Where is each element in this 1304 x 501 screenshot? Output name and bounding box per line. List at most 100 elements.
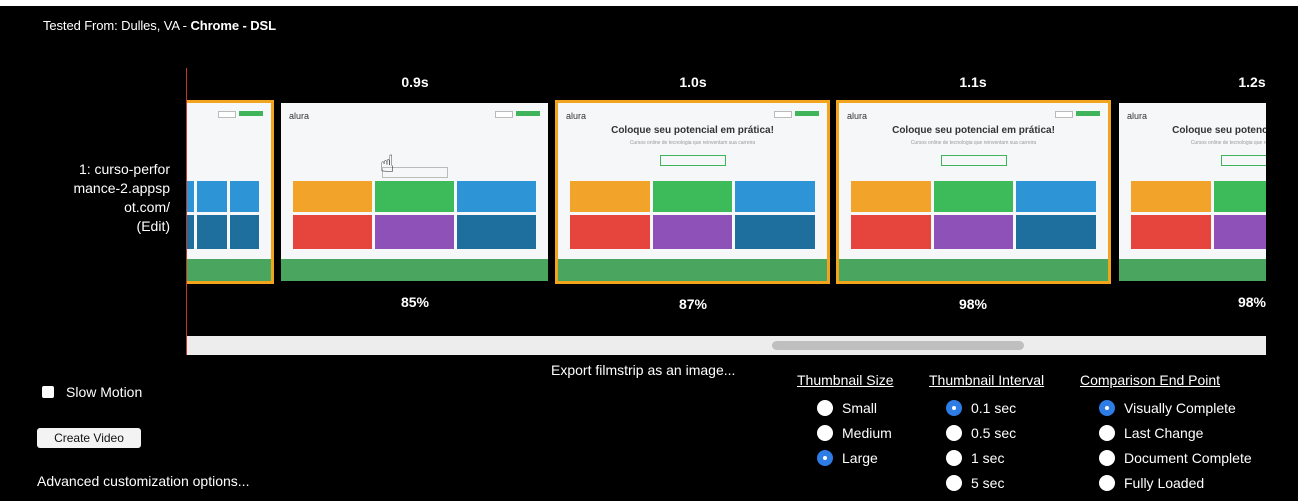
frame-thumbnail[interactable]: [187, 100, 274, 284]
test-url-line-3: ot.com/: [124, 199, 170, 215]
radio-button[interactable]: [946, 475, 962, 491]
thumb-cta: [659, 155, 726, 166]
timeline-marker: [186, 68, 187, 355]
frame-percent-label: 98%: [1237, 294, 1267, 310]
thumb-tile: [187, 215, 195, 249]
radio-button[interactable]: [1099, 400, 1115, 416]
thumb-tiles: [570, 181, 815, 249]
thumb-tiles: [293, 181, 536, 249]
option-label: Small: [842, 400, 878, 416]
slow-motion-option[interactable]: Slow Motion: [42, 384, 142, 400]
frame-percent-label: 85%: [400, 294, 430, 310]
end-point-last-change[interactable]: Last Change: [1099, 425, 1203, 441]
filmstrip-scrollbar[interactable]: [187, 336, 1266, 355]
thumb-footer-band: [839, 259, 1108, 281]
thumb-footer-band: [281, 259, 548, 281]
thumb-tile: [735, 181, 815, 212]
slow-motion-checkbox[interactable]: [42, 386, 54, 398]
thumb-headline: Coloque seu potencial em prática!: [892, 125, 1055, 136]
thumb-logo: alura: [289, 111, 310, 121]
thumb-tiles: [187, 181, 259, 249]
create-video-button[interactable]: Create Video: [37, 428, 141, 448]
thumb-headline: Coloque seu potencial em prática!: [1172, 125, 1266, 136]
frame-thumbnail[interactable]: alura Coloque seu potencial em prática! …: [1116, 100, 1266, 284]
thumbnail-interval-5[interactable]: 5 sec: [946, 475, 1004, 491]
thumb-tile: [1131, 215, 1211, 249]
thumb-tiles: [1131, 181, 1266, 249]
radio-button[interactable]: [946, 400, 962, 416]
thumb-tile: [197, 215, 227, 249]
thumb-tile: [293, 215, 372, 249]
thumb-tile: [652, 215, 733, 249]
comparison-end-point-heading: Comparison End Point: [1080, 372, 1221, 388]
thumb-tile: [735, 215, 815, 249]
advanced-customization-link[interactable]: Advanced customization options...: [37, 473, 250, 489]
frame-time-label: 0.9s: [401, 74, 429, 90]
frame-percent-label: 98%: [958, 296, 988, 312]
radio-button[interactable]: [817, 400, 833, 416]
thumb-header-buttons: [495, 111, 540, 118]
radio-button[interactable]: [817, 425, 833, 441]
thumb-tile: [457, 215, 536, 249]
thumb-tile: [1016, 215, 1096, 249]
thumbnail-interval-1[interactable]: 1 sec: [946, 450, 1004, 466]
frame-time-label: 1.1s: [959, 74, 987, 90]
thumb-footer-band: [1119, 259, 1266, 281]
thumb-tile: [375, 181, 454, 212]
radio-button[interactable]: [817, 450, 833, 466]
thumb-tile: [1213, 181, 1266, 212]
tested-from-label: Tested From: Dulles, VA - Chrome - DSL: [43, 18, 276, 33]
tested-browser-connection: Chrome - DSL: [190, 18, 276, 33]
option-label: Document Complete: [1124, 450, 1252, 466]
option-label: Last Change: [1124, 425, 1204, 441]
thumbnail-size-small[interactable]: Small: [817, 400, 877, 416]
end-point-visually-complete[interactable]: Visually Complete: [1099, 400, 1236, 416]
thumb-logo: alura: [1127, 111, 1148, 121]
slow-motion-label: Slow Motion: [66, 384, 143, 400]
thumb-tile: [229, 215, 259, 249]
filmstrip: alura alura Coloque seu potencial em prá…: [187, 100, 1266, 284]
test-url-line-2: mance-2.appsp: [73, 180, 170, 196]
thumb-cta: [940, 155, 1007, 166]
frame-thumbnail[interactable]: alura Coloque seu potencial em prática! …: [555, 100, 830, 284]
radio-button[interactable]: [946, 450, 962, 466]
thumbnail-interval-0-5[interactable]: 0.5 sec: [946, 425, 1016, 441]
end-point-document-complete[interactable]: Document Complete: [1099, 450, 1252, 466]
thumbnail-size-large[interactable]: Large: [817, 450, 878, 466]
edit-link[interactable]: (Edit): [136, 218, 170, 234]
option-label: 0.5 sec: [971, 425, 1017, 441]
radio-button[interactable]: [946, 425, 962, 441]
thumb-tile: [197, 181, 227, 212]
radio-button[interactable]: [1099, 475, 1115, 491]
export-filmstrip-link[interactable]: Export filmstrip as an image...: [551, 362, 736, 378]
thumb-tile: [293, 181, 372, 212]
thumbnail-size-heading: Thumbnail Size: [797, 372, 894, 388]
frame-thumbnail[interactable]: alura Coloque seu potencial em prática! …: [836, 100, 1111, 284]
hand-cursor-icon: ☝: [380, 151, 395, 178]
option-label: Fully Loaded: [1124, 475, 1205, 491]
thumbnail-interval-0-1[interactable]: 0.1 sec: [946, 400, 1016, 416]
thumbnail-size-medium[interactable]: Medium: [817, 425, 892, 441]
radio-button[interactable]: [1099, 450, 1115, 466]
thumb-tile: [1016, 181, 1096, 212]
frame-time-label: 1.0s: [679, 74, 707, 90]
thumb-tile: [570, 181, 650, 212]
radio-button[interactable]: [1099, 425, 1115, 441]
window-right-edge: [1298, 0, 1304, 501]
scrollbar-thumb[interactable]: [772, 341, 1024, 350]
window-top-edge: [0, 0, 1304, 6]
thumb-headline: Coloque seu potencial em prática!: [611, 125, 774, 136]
thumb-tile: [851, 215, 931, 249]
thumb-header-buttons: [218, 111, 263, 118]
thumb-tile: [851, 181, 931, 212]
thumb-tile: [1131, 181, 1211, 212]
option-label: 5 sec: [971, 475, 1005, 491]
frame-thumbnail[interactable]: alura: [278, 100, 551, 284]
end-point-fully-loaded[interactable]: Fully Loaded: [1099, 475, 1204, 491]
frame-percent-label: 87%: [678, 296, 708, 312]
option-label: 1 sec: [971, 450, 1005, 466]
thumb-tile: [570, 215, 650, 249]
thumb-footer-band: [187, 259, 271, 281]
thumb-logo: alura: [847, 111, 868, 121]
thumb-subline: Cursos online de tecnologia que reinvent…: [910, 140, 1037, 146]
